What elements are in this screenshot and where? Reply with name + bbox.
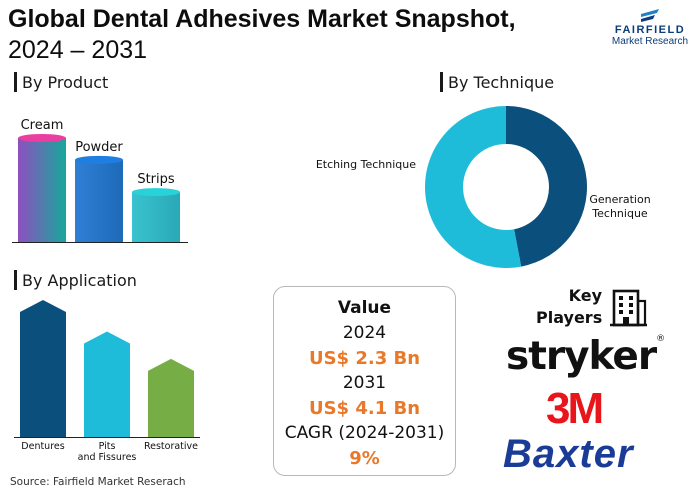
technique-slice-generation <box>506 106 587 267</box>
value-year-2024: 2024 <box>342 323 387 343</box>
application-bar-label: and Fissures <box>78 452 137 463</box>
product-bar-cream <box>18 138 66 242</box>
product-bar-label: Cream <box>21 118 64 133</box>
value-amount-2024: US$ 2.3 Bn <box>308 348 421 369</box>
product-bar-top <box>132 188 180 197</box>
by-technique-heading: By Technique <box>440 72 554 92</box>
market-value-box: Value 2024 US$ 2.3 Bn 2031 US$ 4.1 Bn CA… <box>273 286 456 476</box>
fairfield-logo: FAIRFIELD Market Research <box>604 6 696 47</box>
product-bar-label: Powder <box>75 140 123 155</box>
value-year-2031: 2031 <box>342 373 387 393</box>
technique-slice-etching <box>424 106 522 268</box>
application-bar-0 <box>20 300 66 437</box>
cagr-value: 9% <box>349 448 380 469</box>
product-bar-top <box>75 155 123 164</box>
technique-label-generation: Generation <box>589 193 650 206</box>
product-bar-powder <box>75 159 123 242</box>
by-product-heading: By Product <box>14 72 108 92</box>
baxter-logo: Baxter <box>503 432 634 476</box>
value-heading: Value <box>337 298 392 318</box>
building-icon <box>610 289 647 327</box>
application-bar-label: Pits <box>99 441 116 452</box>
title-line-1: Global Dental Adhesives Market Snapshot, <box>8 5 516 33</box>
product-bar-strips <box>132 192 180 242</box>
heading-marker <box>440 72 443 92</box>
product-bar-label: Strips <box>137 172 175 187</box>
key-players-line-1: Key <box>568 286 602 305</box>
key-players-heading: Key Players <box>536 285 656 331</box>
by-product-title: By Product <box>22 72 109 92</box>
technique-label-etching: Etching Technique <box>316 158 416 171</box>
product-bar-top <box>18 134 66 142</box>
stryker-logo: stryker® <box>506 334 666 379</box>
title-line-2: 2024 – 2031 <box>8 36 148 64</box>
application-bar-label: Restorative <box>144 441 198 452</box>
technique-label-generation-2: Technique <box>591 207 648 220</box>
by-application-heading: By Application <box>14 270 137 290</box>
by-technique-title: By Technique <box>448 72 555 92</box>
by-application-title: By Application <box>22 270 137 290</box>
logo-name: FAIRFIELD <box>614 24 686 36</box>
source-note: Source: Fairfield Market Reserach <box>10 476 186 488</box>
logo-subtitle: Market Research <box>611 36 689 47</box>
key-players-line-2: Players <box>536 308 603 327</box>
3m-logo: 3M <box>546 384 604 433</box>
cagr-label: CAGR (2024-2031) <box>284 423 445 443</box>
application-bar-1 <box>84 331 130 437</box>
fairfield-logo-icon <box>641 9 659 22</box>
heading-marker <box>14 72 17 92</box>
application-bar-2 <box>148 358 194 437</box>
value-amount-2031: US$ 4.1 Bn <box>308 398 421 419</box>
heading-marker <box>14 270 17 290</box>
application-bar-label: Dentures <box>21 441 64 452</box>
page-title: Global Dental Adhesives Market Snapshot,… <box>8 4 568 66</box>
by-product-chart: Cream Powder Strips <box>12 118 188 243</box>
key-players-label: Key Players <box>536 285 602 329</box>
